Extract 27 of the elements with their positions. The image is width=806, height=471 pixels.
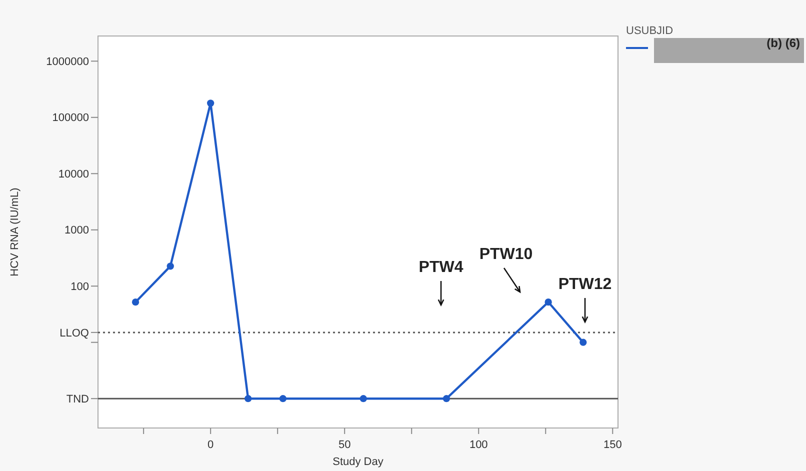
x-tick-label: 50	[338, 439, 351, 451]
text: (b) (6)	[766, 36, 800, 50]
annotation: PTW10	[479, 246, 533, 263]
y-tick-label: 100000	[52, 112, 89, 124]
point	[166, 262, 174, 270]
x-tick-label: 150	[603, 439, 622, 451]
y-tick-label: 10000	[58, 168, 89, 180]
x-tick-label: 100	[469, 439, 488, 451]
y-tick-label: 1000000	[46, 56, 89, 68]
point	[544, 298, 552, 306]
annotation: PTW4	[418, 259, 464, 276]
point	[132, 298, 140, 306]
point	[244, 395, 252, 402]
point	[580, 338, 587, 346]
point	[442, 395, 450, 402]
x-axis-title: Study Day	[332, 456, 384, 468]
y-tick-label: LLOQ	[60, 327, 90, 340]
y-tick-label: TND	[66, 393, 90, 406]
point	[360, 395, 367, 402]
point	[279, 395, 287, 402]
annotation: PTW12	[558, 276, 612, 293]
y-tick-label: 100	[70, 280, 89, 293]
y-axis-title: HCV RNA (IU/mL)	[9, 188, 21, 276]
x-tick-label: 0	[208, 439, 214, 451]
legend-title: USUBJID	[626, 25, 674, 37]
y-tick-label: 1000	[64, 224, 89, 237]
point	[207, 100, 214, 107]
